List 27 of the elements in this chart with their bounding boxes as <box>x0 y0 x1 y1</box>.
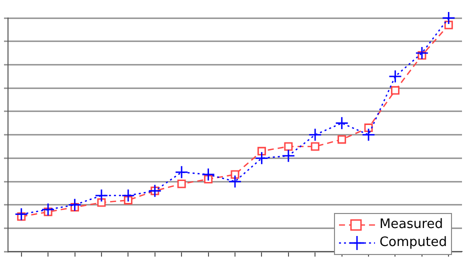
point <box>335 116 349 130</box>
point <box>177 180 186 188</box>
point <box>282 149 296 163</box>
point <box>41 202 55 216</box>
point <box>148 184 162 198</box>
point <box>364 124 373 132</box>
point <box>310 142 320 151</box>
point <box>97 198 106 207</box>
point <box>94 188 108 202</box>
point <box>121 188 135 202</box>
point <box>338 135 346 144</box>
point <box>202 168 215 182</box>
point <box>284 142 293 151</box>
point <box>228 174 242 188</box>
point <box>257 146 266 156</box>
point <box>255 151 268 165</box>
legend-label: Measured <box>379 216 443 234</box>
point <box>391 86 400 95</box>
point <box>308 128 322 142</box>
point <box>388 70 402 84</box>
legend-label: Computed <box>379 234 447 252</box>
point <box>362 128 376 142</box>
point <box>68 198 82 212</box>
point <box>442 11 456 25</box>
point <box>14 208 28 221</box>
point <box>174 165 188 179</box>
point <box>415 46 429 60</box>
